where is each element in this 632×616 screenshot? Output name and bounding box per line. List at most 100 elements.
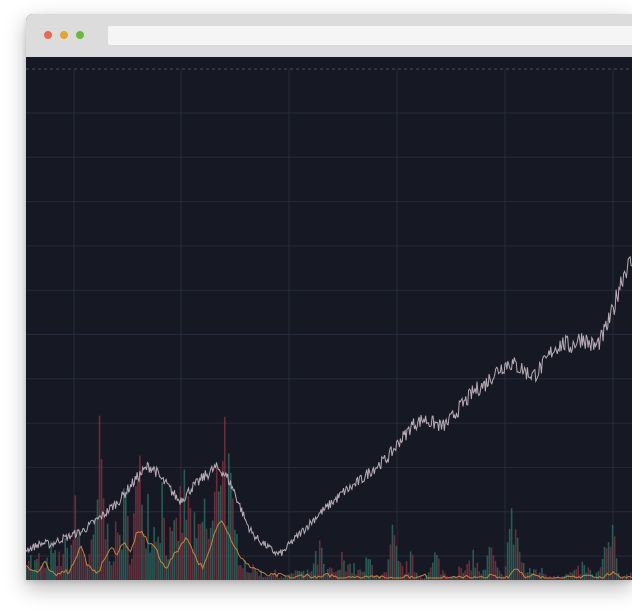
volume-bar	[304, 574, 307, 580]
volume-bar	[141, 504, 143, 580]
volume-bar	[108, 561, 111, 580]
price-chart[interactable]	[26, 57, 632, 580]
volume-bar	[286, 577, 289, 580]
volume-bar	[80, 545, 83, 580]
volume-bar	[292, 573, 295, 580]
volume-bar	[559, 577, 561, 580]
volume-bar	[545, 574, 547, 580]
indicator-line	[26, 520, 632, 579]
volume-bar	[207, 538, 210, 580]
volume-bar	[50, 541, 52, 580]
volume-bar	[599, 567, 602, 580]
volume-bar	[611, 524, 614, 580]
volume-bar	[58, 551, 60, 580]
volume-bar	[591, 574, 594, 580]
price-chart-canvas[interactable]	[26, 57, 632, 580]
volume-bar	[452, 576, 454, 580]
volume-bar	[516, 537, 519, 580]
volume-bar	[30, 555, 32, 580]
price-line	[26, 255, 632, 557]
volume-bar	[203, 498, 206, 580]
close-window-button[interactable]	[44, 31, 52, 39]
volume-bar	[423, 578, 426, 580]
volume-bar	[280, 576, 283, 580]
volume-bar	[78, 528, 81, 580]
volume-bar	[92, 534, 95, 580]
volume-bar	[436, 554, 438, 580]
volume-bar	[403, 574, 406, 580]
volume-bar	[278, 577, 281, 580]
volume-bar	[167, 559, 170, 580]
volume-bar	[76, 537, 79, 580]
volume-bar	[415, 572, 418, 580]
volume-bar	[601, 558, 604, 580]
volume-bar	[250, 572, 252, 580]
volume-bar	[514, 529, 517, 580]
volume-bar	[120, 549, 123, 580]
volume-bar	[242, 568, 244, 580]
volume-bar	[508, 528, 511, 580]
volume-bar	[42, 563, 44, 580]
volume-bar	[462, 572, 464, 580]
volume-bar	[66, 547, 69, 580]
volume-bar	[345, 571, 347, 580]
volume-bar	[191, 549, 194, 580]
volume-bar	[248, 572, 250, 580]
volume-bar	[476, 562, 479, 580]
maximize-window-button[interactable]	[76, 31, 84, 39]
volume-bar	[236, 534, 238, 580]
volume-bar	[82, 554, 85, 580]
volume-bar	[314, 551, 317, 580]
volume-bar	[94, 517, 97, 580]
volume-bar	[256, 571, 258, 580]
volume-bar	[262, 577, 264, 580]
minimize-window-button[interactable]	[60, 31, 68, 39]
volume-bar	[339, 569, 341, 580]
volume-bar	[320, 547, 323, 580]
volume-bar	[36, 558, 38, 580]
volume-bar	[627, 577, 630, 580]
volume-bar	[173, 520, 176, 580]
volume-bar	[56, 566, 58, 580]
volume-bar	[38, 553, 40, 580]
volume-bar	[272, 573, 275, 580]
volume-bar	[605, 548, 608, 580]
volume-bar	[518, 551, 521, 580]
volume-bar	[363, 571, 365, 580]
volume-bar	[623, 578, 626, 580]
volume-bar	[387, 559, 390, 580]
volume-bar	[217, 491, 220, 580]
volume-bar	[474, 567, 477, 580]
volume-bar	[44, 567, 46, 580]
volume-bar	[341, 552, 343, 580]
volume-bar	[169, 527, 172, 580]
volume-bar	[234, 529, 236, 580]
volume-bar	[131, 558, 133, 580]
volume-bar	[161, 482, 163, 580]
volume-bar	[129, 564, 131, 580]
volume-bar	[504, 566, 507, 580]
volume-bar	[337, 570, 339, 580]
browser-titlebar	[26, 14, 632, 57]
volume-bar	[28, 560, 30, 580]
volume-bar	[375, 574, 378, 580]
volume-bar	[528, 567, 531, 580]
volume-bar	[88, 553, 91, 580]
volume-bar	[296, 570, 299, 580]
volume-bar	[153, 527, 155, 580]
volume-bar	[448, 578, 450, 580]
volume-bar	[581, 561, 584, 580]
volume-bar	[351, 572, 353, 580]
volume-bar	[613, 536, 616, 580]
volume-bar	[401, 565, 404, 580]
volume-bar	[187, 496, 190, 580]
address-bar-input[interactable]	[108, 26, 632, 45]
volume-bar	[454, 576, 456, 580]
volume-bar	[34, 560, 36, 580]
volume-bar	[619, 576, 622, 580]
volume-bar	[219, 485, 222, 580]
volume-bar	[175, 517, 178, 580]
volume-bar	[603, 546, 606, 580]
volume-bar	[537, 573, 539, 580]
volume-bar	[276, 574, 279, 580]
